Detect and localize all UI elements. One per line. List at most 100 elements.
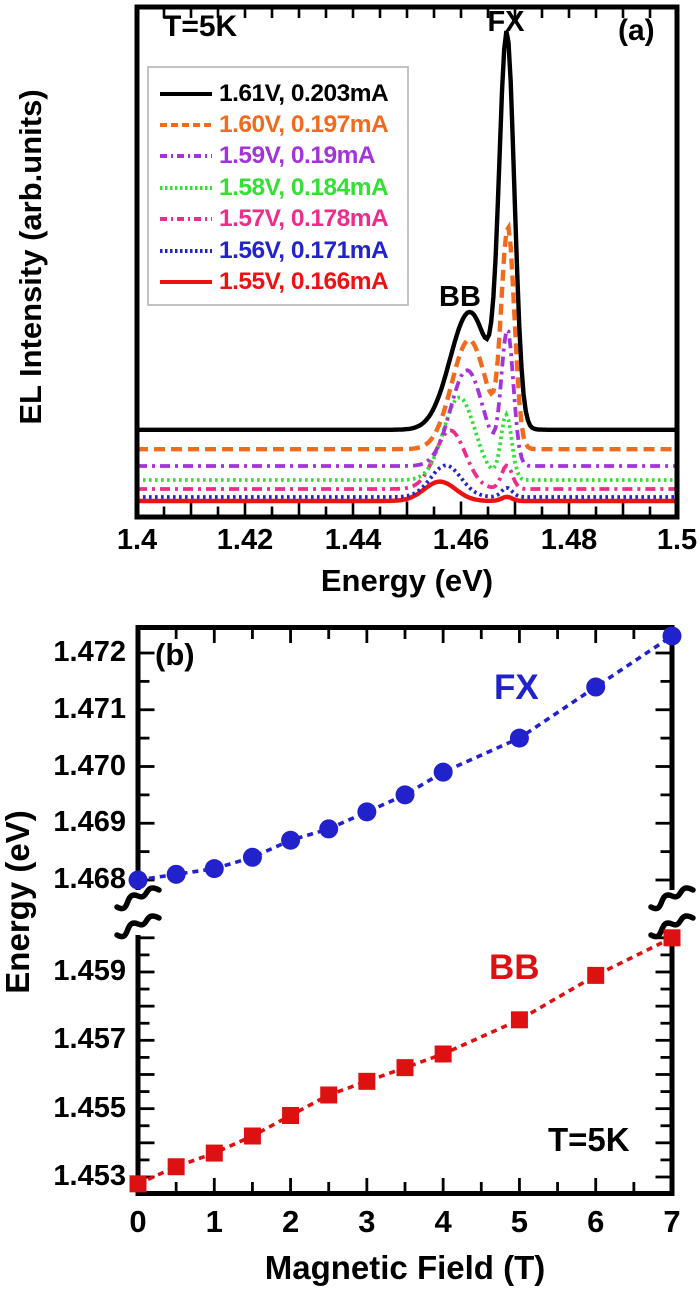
bb-data-point: [587, 966, 605, 984]
bb-data-point: [282, 1106, 300, 1124]
panel-a-x-tick-label: 1.48: [540, 524, 598, 556]
legend-entry: 1.60V, 0.197mA: [149, 109, 407, 140]
panel-a-temperature-label: T=5K: [163, 10, 238, 43]
legend-entry-label: 1.58V, 0.184mA: [219, 173, 389, 201]
panel-a-x-tick-label: 1.44: [324, 524, 382, 556]
bb-data-point: [320, 1086, 338, 1104]
panel-a-xaxis-title: Energy (eV): [320, 563, 494, 598]
panel-b-x-tick-label: 4: [434, 1204, 452, 1239]
legend-line-sample: [160, 154, 212, 159]
legend-entry-label: 1.60V, 0.197mA: [219, 111, 389, 139]
fx-data-point: [395, 785, 415, 805]
panel-b-xaxis-title: Magnetic Field (T): [264, 1249, 546, 1286]
panel-b-bb-series-label: BB: [489, 948, 540, 987]
fx-data-point: [433, 762, 453, 782]
legend-line-sample: [160, 248, 212, 253]
legend-entry: 1.55V, 0.166mA: [149, 266, 407, 297]
panel-b-x-tick-label: 5: [510, 1204, 529, 1239]
spectrum-curve-157V: [139, 428, 675, 491]
spectrum-curve-159V: [139, 326, 675, 468]
axis-break-icon: [114, 885, 162, 912]
panel-a-legend: 1.61V, 0.203mA 1.60V, 0.197mA 1.59V, 0.19m…: [147, 66, 409, 306]
bb-data-point: [167, 1158, 185, 1176]
panel-b-x-tick-label: 0: [129, 1204, 147, 1239]
legend-entry: 1.59V, 0.19mA: [149, 141, 407, 172]
series-markers-bb: [129, 929, 681, 1193]
bb-data-point: [205, 1144, 223, 1162]
spectrum-curve-155V: [139, 479, 675, 504]
panel-a-tag: (a): [618, 14, 655, 47]
fx-data-point: [128, 870, 148, 890]
fx-data-point: [319, 819, 339, 839]
bb-data-point: [243, 1127, 261, 1145]
legend-entry: 1.57V, 0.178mA: [149, 204, 407, 235]
spectrum-curve-158V: [139, 395, 675, 482]
panel-b-upper-y-tick-label: 1.471: [53, 692, 126, 725]
panel-b-tag: (b): [155, 637, 195, 672]
series-line-fx: [137, 634, 674, 882]
bb-data-point: [434, 1045, 452, 1063]
bb-data-point: [396, 1059, 414, 1077]
panel-a-x-tick-label: 1.42: [216, 524, 274, 556]
panel-a-x-tick-label: 1.4: [116, 524, 158, 556]
panel-a-spectra: [139, 30, 675, 504]
legend-line-sample: [160, 217, 212, 222]
legend-entry: 1.61V, 0.203mA: [149, 78, 407, 109]
legend-entry-label: 1.61V, 0.203mA: [219, 79, 389, 107]
panel-b-lower-y-tick-label: 1.453: [53, 1160, 126, 1192]
fx-data-point: [242, 847, 262, 867]
panel-b-x-tick-label: 2: [281, 1204, 300, 1239]
legend-entry: 1.56V, 0.171mA: [149, 235, 407, 266]
panel-a-fx-peak-label: FX: [487, 6, 525, 38]
bb-data-point: [510, 1011, 528, 1029]
panel-a-x-tick-label: 1.46: [432, 524, 490, 556]
legend-entry: 1.58V, 0.184mA: [149, 172, 407, 203]
fx-data-point: [166, 864, 186, 884]
legend-entry-label: 1.55V, 0.166mA: [219, 268, 389, 296]
panel-b-lower-y-tick-label: 1.459: [53, 954, 126, 987]
fx-data-point: [204, 859, 224, 879]
panel-b-x-tick-label: 7: [663, 1204, 681, 1239]
panel-b-x-tick-label: 3: [358, 1204, 376, 1239]
legend-line-sample: [160, 91, 212, 96]
panel-b-lower-frame: [135, 935, 675, 1196]
fx-data-point: [509, 728, 529, 748]
panel-b-lower-y-tick-label: 1.457: [53, 1023, 126, 1056]
panel-b-upper-y-tick-label: 1.468: [53, 863, 126, 895]
panel-a-yaxis-title: EL Intensity (arb.units): [13, 89, 48, 425]
series-markers-fx: [128, 626, 682, 890]
legend-entry-label: 1.56V, 0.171mA: [219, 236, 389, 264]
spectrum-curve-160V: [139, 221, 675, 452]
fx-data-point: [281, 830, 301, 850]
fx-data-point: [586, 677, 606, 697]
panel-a-frame: [134, 4, 680, 520]
series-line-bb: [137, 936, 673, 1186]
fx-data-point: [662, 626, 682, 646]
legend-entry-label: 1.57V, 0.178mA: [219, 205, 389, 233]
panel-b-fx-series-label: FX: [494, 668, 539, 707]
legend-line-sample: [160, 280, 212, 285]
panel-b-upper-y-tick-label: 1.470: [53, 749, 126, 782]
fx-data-point: [357, 802, 377, 822]
bb-data-point: [358, 1072, 376, 1090]
spectrum-curve-161V: [139, 30, 675, 432]
bb-data-point: [663, 929, 681, 947]
axis-break-icon: [648, 885, 696, 912]
panel-b-temperature-label: T=5K: [548, 1121, 630, 1158]
legend-line-sample: [160, 185, 212, 190]
panel-b-upper-frame: [135, 625, 675, 890]
panel-b-upper-y-tick-label: 1.469: [53, 806, 126, 839]
panel-b-x-tick-label: 1: [205, 1204, 223, 1239]
axis-break-icon: [114, 913, 162, 940]
bb-data-point: [129, 1175, 147, 1193]
legend-line-sample: [160, 123, 212, 128]
panel-a-bb-peak-label: BB: [439, 281, 481, 313]
spectrum-curve-156V: [139, 463, 675, 499]
panel-b-x-tick-label: 6: [587, 1204, 605, 1239]
legend-entry-label: 1.59V, 0.19mA: [219, 142, 376, 170]
panel-b-lower-y-tick-label: 1.455: [53, 1091, 126, 1124]
panel-a-x-tick-label: 1.5: [656, 524, 698, 556]
axis-break-icon: [648, 913, 696, 940]
